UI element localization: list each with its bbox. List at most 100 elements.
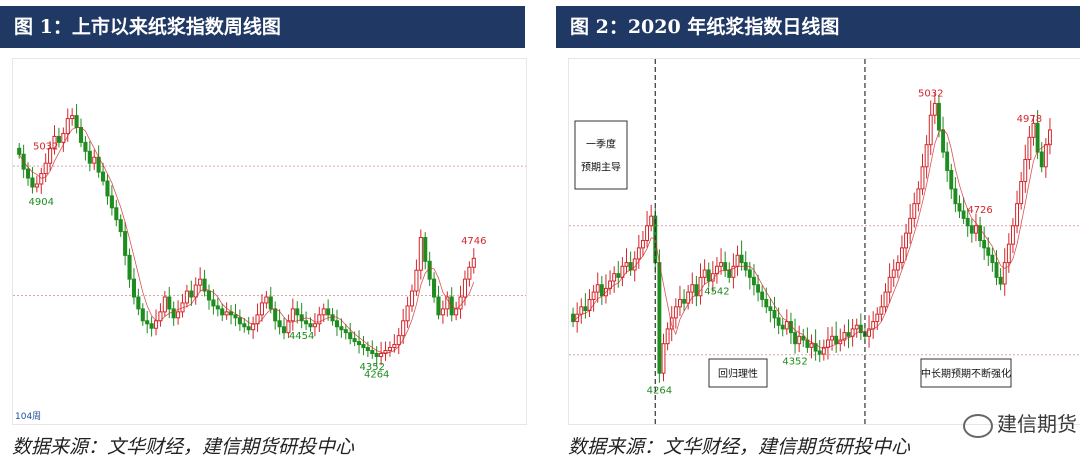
moving-average-line bbox=[18, 127, 475, 354]
annotation-label: 5032 bbox=[918, 88, 943, 99]
candle-body bbox=[990, 254, 995, 264]
candle-body bbox=[982, 240, 987, 249]
candle-body bbox=[986, 247, 991, 256]
candle-body bbox=[34, 183, 39, 188]
candle-body bbox=[616, 273, 621, 278]
period-label: 104周 bbox=[15, 411, 41, 422]
candle-body bbox=[912, 203, 917, 219]
candle-body bbox=[251, 323, 256, 331]
candle-body bbox=[591, 291, 596, 300]
phase-box bbox=[708, 358, 768, 388]
candle-body bbox=[299, 314, 304, 322]
candle-body bbox=[661, 343, 666, 374]
candle-body bbox=[423, 237, 428, 262]
candle-body bbox=[242, 323, 247, 328]
annotation-label: 4978 bbox=[1017, 114, 1042, 125]
candle-body bbox=[273, 308, 278, 322]
candle-body bbox=[131, 278, 137, 298]
annotation-label: 4264 bbox=[364, 369, 389, 380]
candle-body bbox=[649, 215, 654, 227]
candle-body bbox=[361, 344, 366, 349]
candle-body bbox=[379, 353, 384, 357]
candle-body bbox=[583, 306, 588, 312]
candle-body bbox=[237, 317, 242, 325]
candle-body bbox=[127, 254, 132, 280]
candle-body bbox=[149, 323, 154, 329]
chart-title: 图 1：上市以来纸浆指数周线图 bbox=[0, 6, 525, 48]
candle-body bbox=[101, 171, 106, 182]
candle-body bbox=[87, 150, 92, 164]
candle-body bbox=[56, 135, 61, 143]
annotation-label: 4454 bbox=[289, 331, 314, 342]
annotation-label: 4264 bbox=[647, 386, 672, 397]
candle-body bbox=[167, 296, 172, 310]
candle-body bbox=[356, 341, 362, 346]
candle-body bbox=[854, 324, 859, 330]
candle-body bbox=[383, 350, 388, 354]
candle-body bbox=[694, 284, 699, 297]
candle-body bbox=[706, 269, 711, 282]
candle-body bbox=[118, 219, 123, 233]
candle-body bbox=[1035, 122, 1040, 153]
candle-body bbox=[189, 290, 194, 298]
phase-box-label: 一季度 bbox=[586, 138, 616, 151]
candle-body bbox=[760, 291, 765, 300]
candle-body bbox=[440, 308, 445, 316]
candle-body bbox=[153, 320, 159, 329]
candle-body bbox=[30, 177, 35, 188]
candle-body bbox=[352, 338, 357, 343]
candle-body bbox=[871, 321, 876, 330]
candle-body bbox=[1027, 136, 1032, 160]
candle-body bbox=[678, 298, 682, 308]
candle-body bbox=[290, 308, 295, 322]
source-note: 数据来源：文华财经，建信期货研投中心 bbox=[12, 436, 355, 458]
candle-body bbox=[920, 166, 925, 190]
candle-body bbox=[797, 335, 802, 345]
candle-body bbox=[17, 147, 22, 155]
candle-body bbox=[43, 162, 48, 175]
phase-box-label: 预期主导 bbox=[581, 161, 621, 173]
candle-body bbox=[246, 326, 251, 331]
candle-body bbox=[326, 308, 331, 316]
candle-body bbox=[198, 278, 203, 286]
candle-body bbox=[458, 296, 463, 310]
candle-body bbox=[727, 269, 732, 278]
candle-body bbox=[339, 326, 344, 331]
candle-body bbox=[312, 323, 317, 328]
candle-body bbox=[343, 329, 348, 334]
candle-body bbox=[1006, 243, 1011, 264]
candle-body bbox=[673, 306, 678, 319]
candle-body bbox=[891, 269, 896, 278]
candle-body bbox=[612, 273, 617, 282]
candle-body bbox=[295, 308, 300, 316]
candle-body bbox=[105, 180, 110, 197]
candle-body bbox=[641, 240, 645, 249]
candle-body bbox=[414, 269, 419, 292]
candle-body bbox=[387, 347, 392, 352]
phase-box bbox=[920, 358, 1012, 388]
candle-body bbox=[92, 156, 97, 164]
candle-body bbox=[657, 262, 662, 374]
chart-panel-daily: 图 2：2020 年纸浆指数日线图 4726 4264 4352 5032 4542 49… bbox=[556, 6, 1080, 468]
candle-body bbox=[145, 320, 150, 325]
candle-body bbox=[731, 265, 736, 278]
candle-body bbox=[277, 320, 282, 328]
candle-body bbox=[409, 290, 415, 307]
candle-body bbox=[887, 276, 892, 293]
candle-body bbox=[304, 320, 309, 325]
candle-body bbox=[1015, 203, 1019, 227]
candle-body bbox=[281, 326, 287, 334]
candle-body bbox=[348, 332, 353, 340]
candle-body bbox=[454, 308, 459, 316]
candle-body bbox=[1011, 225, 1015, 245]
candle-body bbox=[756, 284, 760, 293]
candle-body bbox=[396, 335, 401, 346]
candle-body bbox=[961, 210, 966, 219]
candle-body bbox=[867, 328, 871, 337]
candle-body bbox=[945, 151, 950, 171]
source-note: 数据来源：文华财经，建信期货研投中心 bbox=[568, 436, 911, 458]
candle-body bbox=[123, 231, 128, 256]
candle-body bbox=[264, 296, 269, 304]
candle-body bbox=[405, 305, 410, 322]
candle-body bbox=[140, 308, 145, 322]
